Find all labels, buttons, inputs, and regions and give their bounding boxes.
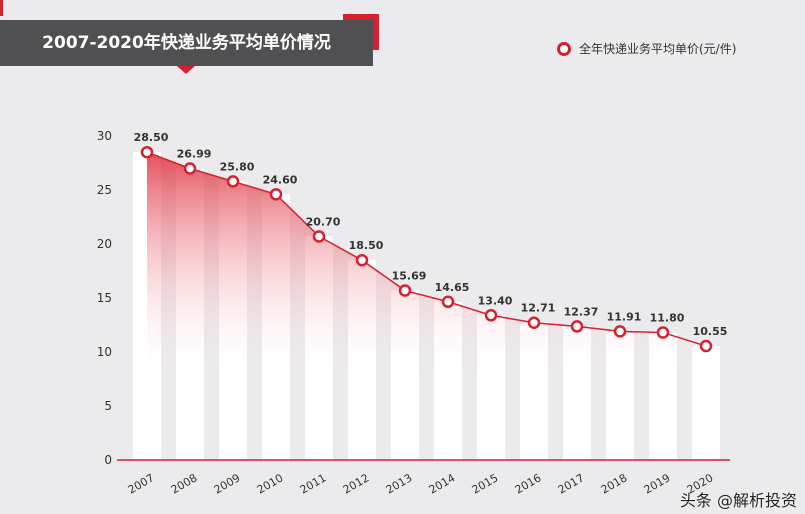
- x-tick-label: 2009: [212, 471, 243, 496]
- area-fill: [147, 152, 706, 460]
- data-label: 10.55: [693, 325, 728, 338]
- data-label: 13.40: [478, 294, 513, 307]
- data-label: 11.80: [650, 312, 685, 325]
- data-point: [527, 316, 541, 329]
- legend: 全年快递业务平均单价(元/件): [557, 40, 736, 57]
- data-label: 11.91: [607, 310, 642, 323]
- data-label: 26.99: [177, 148, 212, 161]
- x-tick-label: 2017: [556, 471, 587, 496]
- data-label: 18.50: [349, 239, 384, 252]
- x-tick-label: 2014: [427, 471, 458, 496]
- y-tick-label: 20: [97, 237, 112, 251]
- decor-bar: [0, 0, 3, 16]
- data-point: [441, 295, 455, 309]
- series-line: [146, 151, 707, 347]
- data-point: [613, 325, 627, 338]
- legend-label: 全年快递业务平均单价(元/件): [579, 42, 737, 56]
- data-point: [484, 309, 498, 322]
- data-point: [656, 326, 670, 339]
- x-tick-label: 2015: [470, 471, 501, 496]
- data-point: [570, 320, 584, 333]
- x-tick-label: 2007: [126, 471, 157, 496]
- data-label: 28.50: [134, 131, 169, 144]
- data-point: [183, 162, 197, 175]
- data-label: 20.70: [306, 215, 341, 228]
- y-tick-label: 30: [97, 129, 112, 143]
- data-point: [312, 230, 326, 243]
- data-point: [398, 284, 412, 297]
- data-point: [355, 253, 369, 267]
- watermark: 头条 @解析投资: [679, 491, 797, 510]
- x-tick-label: 2016: [513, 471, 544, 496]
- y-tick-label: 0: [104, 453, 112, 467]
- x-tick-label: 2019: [642, 471, 673, 496]
- data-label: 15.69: [392, 270, 427, 283]
- x-tick-label: 2010: [255, 471, 286, 496]
- data-label: 12.71: [521, 302, 556, 315]
- y-tick-label: 5: [104, 399, 112, 413]
- chart-title: 2007-2020年快递业务平均单价情况: [0, 20, 373, 66]
- y-tick-label: 25: [97, 183, 112, 197]
- y-tick-label: 15: [97, 291, 112, 305]
- data-point: [140, 145, 154, 159]
- x-tick-label: 2012: [341, 471, 372, 496]
- data-point: [226, 175, 240, 188]
- data-point: [699, 339, 713, 353]
- data-label: 25.80: [220, 160, 255, 173]
- x-tick-label: 2018: [599, 471, 630, 496]
- legend-marker-icon: [557, 41, 571, 56]
- x-tick-label: 2011: [298, 471, 329, 496]
- data-point: [269, 188, 283, 201]
- data-label: 24.60: [263, 173, 298, 186]
- y-tick-label: 10: [97, 345, 112, 359]
- x-tick-label: 2013: [384, 471, 415, 496]
- data-label: 14.65: [435, 281, 470, 294]
- data-label: 12.37: [564, 305, 599, 318]
- title-pointer: [177, 66, 195, 74]
- x-tick-label: 2008: [169, 471, 200, 496]
